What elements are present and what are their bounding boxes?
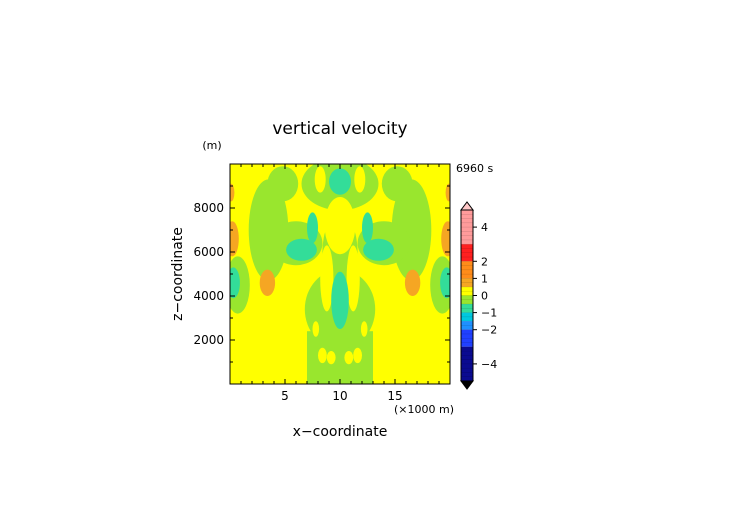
contour-region: [286, 238, 317, 261]
colorbar-segment: [461, 244, 473, 262]
colorbar-segment: [461, 210, 473, 245]
contour-region: [312, 321, 320, 337]
colorbar-segment: [461, 261, 473, 279]
colorbar-segment: [461, 329, 473, 347]
contour-region: [363, 238, 394, 261]
colorbar-over-arrow: [460, 201, 474, 211]
contour-region: [381, 166, 413, 202]
y-tick-label: 6000: [193, 245, 224, 259]
colorbar-under-arrow: [460, 380, 474, 390]
contour-region: [230, 183, 235, 202]
colorbar-segment: [461, 321, 473, 330]
contour-region: [362, 212, 373, 244]
contour-region: [267, 166, 299, 202]
colorbar-tick-label: −2: [481, 324, 497, 337]
y-axis-label: z−coordinate: [170, 227, 186, 321]
contour-region: [230, 221, 239, 257]
y-tick-label: 2000: [193, 333, 224, 347]
velocity-field: [230, 164, 450, 384]
contour-region: [445, 183, 450, 202]
contour-region: [354, 166, 366, 193]
colorbar-segment: [461, 312, 473, 322]
colorbar-tick-label: 2: [481, 255, 488, 268]
contour-region: [307, 212, 318, 244]
contour-region: [331, 271, 349, 329]
contour-region: [320, 245, 334, 312]
y-tick-label: 8000: [193, 201, 224, 215]
contour-region: [326, 351, 336, 365]
colorbar-segment: [461, 295, 473, 305]
chart-title: vertical velocity: [272, 119, 407, 139]
colorbar-segment: [461, 278, 473, 287]
contour-region: [346, 245, 360, 312]
y-unit-label: (m): [202, 139, 221, 152]
contour-region: [360, 321, 368, 337]
x-tick-label: 10: [332, 389, 347, 403]
contour-region: [314, 166, 326, 193]
x-unit-label: (×1000 m): [394, 403, 454, 416]
x-axis: 5 10 15: [240, 164, 440, 403]
colorbar-tick-label: 1: [481, 272, 488, 285]
colorbar-segment: [461, 304, 473, 313]
colorbar-tick-label: −4: [481, 358, 497, 371]
contour-region: [404, 269, 421, 296]
contour-region: [318, 347, 327, 364]
colorbar: 4 2 1 0 −1 −2 −4: [460, 201, 497, 390]
y-axis: 2000 4000 6000 8000: [193, 185, 450, 363]
contour-region: [440, 267, 450, 299]
contour-region: [353, 347, 362, 364]
colorbar-segment: [461, 286, 473, 296]
x-tick-label: 5: [281, 389, 289, 403]
colorbar-tick-label: 0: [481, 290, 488, 303]
time-label: 6960 s: [456, 162, 493, 175]
contour-region: [230, 267, 240, 299]
contour-region: [324, 197, 356, 255]
x-tick-label: 15: [387, 389, 402, 403]
contour-region: [344, 351, 354, 365]
colorbar-tick-label: 4: [481, 221, 488, 234]
contour-region: [441, 221, 450, 257]
colorbar-segment: [461, 346, 473, 381]
contour-region: [329, 168, 351, 195]
y-tick-label: 4000: [193, 289, 224, 303]
x-axis-label: x−coordinate: [293, 424, 388, 440]
contour-region: [259, 269, 276, 296]
colorbar-tick-label: −1: [481, 307, 497, 320]
